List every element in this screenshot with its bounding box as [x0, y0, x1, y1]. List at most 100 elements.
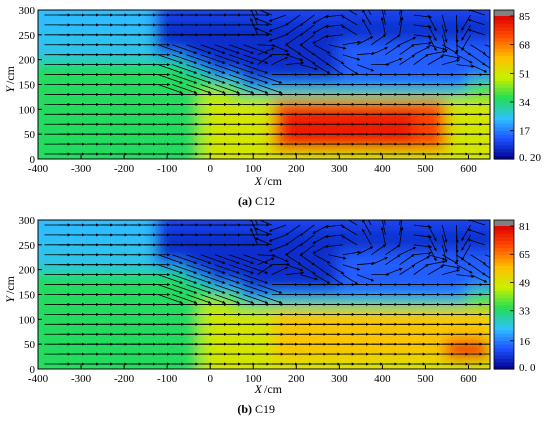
field-cell — [349, 220, 362, 231]
vector-arrow — [399, 54, 416, 65]
colorbar-swatch — [494, 80, 514, 85]
vector-arrow — [157, 294, 183, 304]
field-cell — [38, 238, 50, 251]
field-cell — [230, 38, 244, 51]
field-cell — [230, 78, 244, 91]
field-cell — [435, 248, 448, 261]
colorbar-swatch — [494, 251, 514, 256]
field-cell — [306, 28, 319, 41]
vector-arrow — [157, 84, 183, 94]
colorbar-swatch — [494, 261, 514, 266]
field-cell — [359, 38, 373, 51]
field-cell — [456, 18, 470, 31]
field-cell — [101, 220, 115, 231]
field-cell — [381, 28, 395, 41]
field-cell — [392, 48, 405, 61]
field-cell — [413, 238, 427, 251]
x-tick-label: -400 — [28, 373, 49, 385]
vector-arrow — [214, 54, 240, 64]
field-cell — [176, 48, 190, 61]
field-cell — [123, 148, 136, 159]
vector-arrow — [341, 225, 358, 236]
vector-arrow — [461, 14, 471, 31]
field-cell — [435, 28, 448, 41]
field-cell — [198, 278, 212, 291]
field-cell — [133, 158, 147, 159]
vector-arrow — [456, 274, 475, 278]
field-cell — [209, 358, 222, 369]
field-cell — [230, 148, 244, 159]
colorbar-swatch — [494, 66, 514, 71]
field-cell — [176, 10, 190, 12]
field-cell — [144, 368, 158, 369]
field-cell — [424, 18, 438, 31]
vector-arrow — [442, 264, 461, 270]
vector-arrow — [484, 264, 490, 269]
field-cell — [316, 258, 330, 271]
vector-arrow — [299, 34, 315, 46]
colorbar-swatch — [494, 30, 514, 35]
vector-arrow — [341, 15, 358, 26]
field-cell — [176, 78, 190, 91]
field-cell — [101, 368, 115, 369]
colorbar-swatch — [494, 44, 514, 49]
field-cell — [392, 258, 405, 271]
field-cell — [176, 278, 190, 291]
vector-arrow — [399, 10, 401, 16]
vector-arrow — [413, 53, 429, 65]
field-cell — [424, 258, 438, 271]
field-cell — [413, 358, 427, 369]
field-cell — [338, 358, 352, 369]
field-cell — [445, 368, 459, 369]
field-cell — [38, 348, 50, 361]
vector-arrow — [186, 264, 212, 274]
x-tick-label: 0 — [207, 373, 213, 385]
field-cell — [284, 10, 298, 21]
vector-arrow — [186, 64, 212, 74]
field-cell — [252, 58, 265, 71]
field-cell — [284, 268, 298, 281]
field-cell — [316, 220, 330, 231]
field-cell — [133, 10, 147, 12]
vector-arrow — [467, 238, 485, 246]
y-tick-label: 100 — [19, 314, 36, 326]
vector-arrow — [342, 54, 361, 61]
vector-arrow — [268, 224, 287, 232]
x-tick-label: -300 — [71, 163, 92, 175]
field-cell — [456, 228, 470, 241]
x-tick-label: 300 — [331, 373, 348, 385]
field-cell — [445, 220, 459, 231]
field-cell — [424, 148, 438, 159]
field-cell — [38, 118, 50, 131]
field-cell — [241, 220, 255, 221]
vector-arrow — [200, 44, 226, 54]
vector-arrow — [228, 74, 254, 84]
y-tick-label: 200 — [19, 265, 36, 277]
colorbar-swatch — [494, 37, 514, 42]
field-cell — [69, 358, 83, 369]
field-cell — [306, 248, 319, 261]
vector-arrow — [250, 17, 258, 35]
vector-arrow — [456, 64, 475, 68]
x-axis-ticks-b: -400 -300 -200 -100 0 100 200 300 400 500 600 — [28, 365, 477, 385]
field-cell — [316, 148, 330, 159]
field-cell — [198, 268, 212, 281]
colorbar-tick-label: 81 — [519, 221, 530, 233]
field-cell — [252, 358, 265, 369]
colorbar-swatch — [494, 23, 514, 28]
field-cell — [112, 10, 126, 12]
x-tick-label: 200 — [288, 163, 305, 175]
field-cell — [338, 228, 352, 241]
field-cell — [349, 148, 362, 159]
vector-arrow — [371, 47, 388, 56]
colorbar-swatch — [494, 290, 514, 295]
field-cell — [284, 28, 298, 41]
field-cell — [230, 10, 244, 21]
vector-arrow — [200, 284, 226, 294]
field-cell — [435, 238, 448, 251]
vector-arrow — [299, 224, 315, 237]
field-cell — [306, 38, 319, 51]
field-cell — [295, 10, 309, 12]
field-cell — [187, 248, 201, 261]
field-cell — [478, 358, 490, 369]
